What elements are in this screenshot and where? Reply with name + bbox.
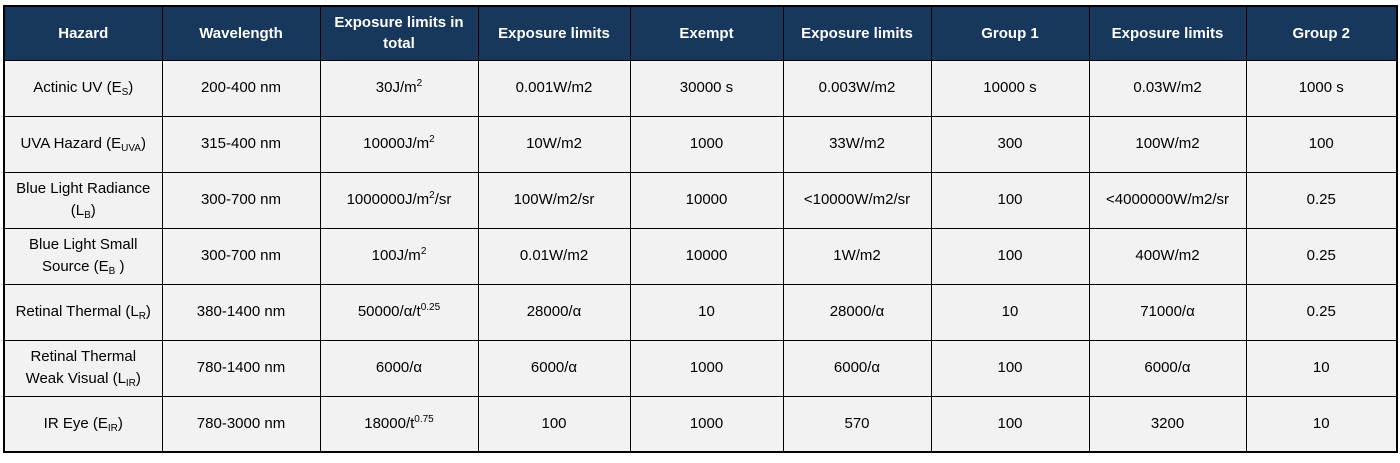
table-row: Blue Light Small Source (EB ) 300-700 nm 1… bbox=[3, 227, 1398, 285]
value-cell: 18000/t0.75 bbox=[319, 395, 479, 453]
value-cell: 100 bbox=[477, 395, 631, 453]
value-cell: 570 bbox=[782, 395, 932, 453]
column-header: Exposure limits in total bbox=[319, 5, 479, 61]
hazard-cell: Blue Light Radiance (LB) bbox=[3, 171, 163, 229]
value-cell: 3200 bbox=[1088, 395, 1247, 453]
hazard-cell: Retinal Thermal Weak Visual (LIR) bbox=[3, 339, 163, 397]
value-cell: 0.25 bbox=[1245, 227, 1398, 285]
hazard-cell: IR Eye (EIR) bbox=[3, 395, 163, 453]
value-cell: 100 bbox=[930, 227, 1090, 285]
value-cell: 100 bbox=[1245, 115, 1398, 173]
value-cell: 10 bbox=[930, 283, 1090, 341]
value-cell: 0.001W/m2 bbox=[477, 59, 631, 117]
value-cell: 28000/α bbox=[477, 283, 631, 341]
value-cell: 30J/m2 bbox=[319, 59, 479, 117]
hazard-cell: Blue Light Small Source (EB ) bbox=[3, 227, 163, 285]
value-cell: 1000 bbox=[629, 115, 784, 173]
value-cell: 0.25 bbox=[1245, 283, 1398, 341]
table-row: UVA Hazard (EUVA) 315-400 nm 10000J/m2 10W/… bbox=[3, 115, 1398, 173]
value-cell: 10000J/m2 bbox=[319, 115, 479, 173]
value-cell: 300 bbox=[930, 115, 1090, 173]
value-cell: 200-400 nm bbox=[161, 59, 321, 117]
value-cell: 780-3000 nm bbox=[161, 395, 321, 453]
value-cell: 10 bbox=[629, 283, 784, 341]
value-cell: 50000/α/t0.25 bbox=[319, 283, 479, 341]
value-cell: 400W/m2 bbox=[1088, 227, 1247, 285]
value-cell: 1000 bbox=[629, 395, 784, 453]
value-cell: 380-1400 nm bbox=[161, 283, 321, 341]
value-cell: 0.25 bbox=[1245, 171, 1398, 229]
value-cell: 6000/α bbox=[477, 339, 631, 397]
value-cell: 10 bbox=[1245, 339, 1398, 397]
table-row: Actinic UV (ES) 200-400 nm 30J/m2 0.001W/m2… bbox=[3, 59, 1398, 117]
value-cell: 10 bbox=[1245, 395, 1398, 453]
value-cell: 6000/α bbox=[319, 339, 479, 397]
exposure-limits-table: Hazard Wavelength Exposure limits in total… bbox=[3, 5, 1398, 453]
table-row: Blue Light Radiance (LB) 300-700 nm 100000… bbox=[3, 171, 1398, 229]
value-cell: 10000 s bbox=[930, 59, 1090, 117]
column-header: Wavelength bbox=[161, 5, 321, 61]
table-row: Retinal Thermal (LR) 380-1400 nm 50000/α/t… bbox=[3, 283, 1398, 341]
hazard-cell: Retinal Thermal (LR) bbox=[3, 283, 163, 341]
value-cell: 300-700 nm bbox=[161, 171, 321, 229]
value-cell: 10000 bbox=[629, 227, 784, 285]
value-cell: 28000/α bbox=[782, 283, 932, 341]
value-cell: 100 bbox=[930, 339, 1090, 397]
hazard-cell: Actinic UV (ES) bbox=[3, 59, 163, 117]
value-cell: 10W/m2 bbox=[477, 115, 631, 173]
value-cell: <4000000W/m2/sr bbox=[1088, 171, 1247, 229]
column-header: Group 2 bbox=[1245, 5, 1398, 61]
value-cell: 100 bbox=[930, 395, 1090, 453]
value-cell: 1W/m2 bbox=[782, 227, 932, 285]
value-cell: 0.01W/m2 bbox=[477, 227, 631, 285]
column-header: Exposure limits bbox=[1088, 5, 1247, 61]
value-cell: 1000 bbox=[629, 339, 784, 397]
value-cell: 100J/m2 bbox=[319, 227, 479, 285]
hazard-cell: UVA Hazard (EUVA) bbox=[3, 115, 163, 173]
table-body: Actinic UV (ES) 200-400 nm 30J/m2 0.001W/m2… bbox=[3, 59, 1398, 453]
table-row: IR Eye (EIR) 780-3000 nm 18000/t0.75 100 100… bbox=[3, 395, 1398, 453]
column-header: Exposure limits bbox=[477, 5, 631, 61]
value-cell: 300-700 nm bbox=[161, 227, 321, 285]
table-row: Retinal Thermal Weak Visual (LIR) 780-140… bbox=[3, 339, 1398, 397]
value-cell: 30000 s bbox=[629, 59, 784, 117]
value-cell: 315-400 nm bbox=[161, 115, 321, 173]
value-cell: 71000/α bbox=[1088, 283, 1247, 341]
value-cell: <10000W/m2/sr bbox=[782, 171, 932, 229]
value-cell: 6000/α bbox=[782, 339, 932, 397]
value-cell: 100 bbox=[930, 171, 1090, 229]
value-cell: 10000 bbox=[629, 171, 784, 229]
header-row: Hazard Wavelength Exposure limits in total… bbox=[3, 5, 1398, 61]
table-header: Hazard Wavelength Exposure limits in total… bbox=[3, 5, 1398, 61]
value-cell: 0.003W/m2 bbox=[782, 59, 932, 117]
value-cell: 780-1400 nm bbox=[161, 339, 321, 397]
value-cell: 1000 s bbox=[1245, 59, 1398, 117]
value-cell: 100W/m2 bbox=[1088, 115, 1247, 173]
value-cell: 100W/m2/sr bbox=[477, 171, 631, 229]
value-cell: 6000/α bbox=[1088, 339, 1247, 397]
value-cell: 1000000J/m2/sr bbox=[319, 171, 479, 229]
column-header: Exposure limits bbox=[782, 5, 932, 61]
column-header: Group 1 bbox=[930, 5, 1090, 61]
column-header: Exempt bbox=[629, 5, 784, 61]
column-header: Hazard bbox=[3, 5, 163, 61]
value-cell: 0.03W/m2 bbox=[1088, 59, 1247, 117]
value-cell: 33W/m2 bbox=[782, 115, 932, 173]
